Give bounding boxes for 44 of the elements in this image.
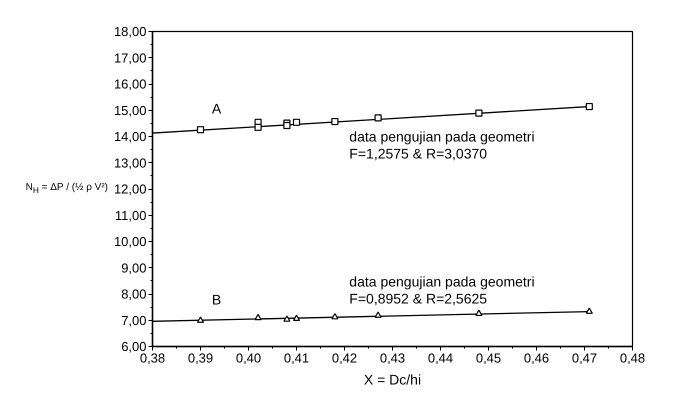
point [475, 110, 482, 117]
point [196, 316, 204, 323]
point [374, 311, 382, 318]
y-tick-label: 18,00 [114, 24, 147, 39]
point [292, 314, 300, 322]
annotation: data pengujian pada geometri F=0,8952 & R=2,5625 [349, 274, 535, 307]
x-tick-label: 0,44 [428, 350, 454, 366]
series-label: A [212, 100, 222, 117]
point [586, 308, 593, 314]
y-tick-label: 16,00 [114, 76, 147, 92]
point [292, 118, 300, 126]
x-tick-label: 0,46 [524, 350, 550, 366]
y-tick-label: 13,00 [114, 155, 147, 170]
point [283, 315, 290, 322]
point [254, 314, 262, 320]
y-tick-label: 15,00 [114, 102, 147, 118]
y-tick-label: 12,00 [114, 182, 147, 196]
y-axis-title: N$_{H}$ = ΔP / (½ ρ V²) [26, 181, 108, 197]
point [475, 310, 482, 316]
x-tick-label: 0,45 [476, 350, 502, 366]
annotation: data pengujian pada geometri F=1,2575 & R=3,0370 [349, 128, 535, 162]
series-label: B [212, 292, 222, 308]
y-tick-label: 14,00 [114, 129, 147, 144]
x-tick-label: 0,40 [236, 350, 262, 366]
point [331, 313, 338, 320]
y-tick-label: 8,00 [121, 286, 147, 302]
y-tick-label: 9,00 [121, 260, 147, 276]
point [586, 102, 593, 110]
point [254, 124, 262, 131]
point [331, 118, 338, 126]
y-tick-label: 17,00 [114, 50, 147, 66]
x-tick-label: 0,47 [572, 350, 598, 366]
point [283, 122, 290, 130]
x-axis-title: X = Dc/hi [364, 372, 422, 388]
x-tick-label: 0,41 [284, 350, 310, 366]
y-tick-label: 11,00 [114, 208, 147, 223]
x-tick-label: 0,43 [380, 350, 406, 366]
x-tick-label: 0,39 [188, 350, 214, 366]
point [196, 126, 204, 134]
x-tick-label: 0,42 [332, 350, 358, 366]
point [374, 114, 382, 122]
y-tick-label: 7,00 [121, 312, 147, 328]
y-tick-label: 10,00 [114, 234, 147, 249]
x-tick-label: 0,48 [620, 350, 646, 366]
